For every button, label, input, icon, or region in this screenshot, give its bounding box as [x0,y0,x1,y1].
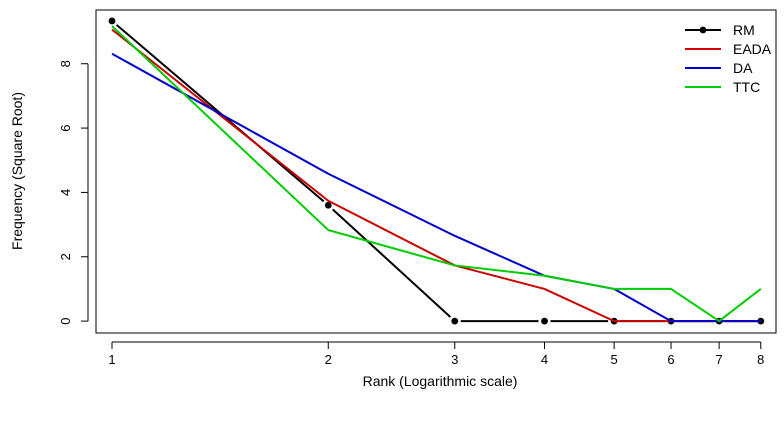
series-eada-line [111,28,761,323]
y-tick-label: 8 [58,60,73,67]
y-axis-title: Frequency (Square Root) [9,92,25,250]
x-tick-label: 2 [325,352,332,367]
series-rm-point [108,17,116,25]
series-rm-point [541,317,548,325]
legend-marker-rm [699,26,707,34]
legend-label-da: DA [733,60,753,76]
x-axis-title: Rank (Logarithmic scale) [363,373,518,389]
x-tick-label: 3 [451,352,458,367]
legend-label-ttc: TTC [733,79,760,95]
series-da-line [111,52,761,323]
series-rm-point [324,201,332,209]
series-rm [108,17,765,325]
legend-label-eada: EADA [733,41,772,57]
y-tick-label: 6 [58,124,73,131]
series-layer [108,17,765,325]
y-tick-label: 0 [58,317,73,324]
legend-label-rm: RM [733,22,755,38]
x-tick-label: 4 [541,352,548,367]
plot-frame [95,9,777,334]
series-da [111,52,761,323]
series-rm-point [451,317,459,325]
x-tick-label: 8 [757,352,764,367]
x-axis: 1 2 3 4 5 6 7 8 [108,341,764,367]
series-ttc [111,25,762,323]
series-eada [111,28,761,323]
y-axis: 0 2 4 6 8 [58,60,89,325]
x-tick-label: 5 [611,352,618,367]
y-tick-label: 2 [58,253,73,260]
y-tick-label: 4 [58,189,73,196]
series-rm-segment [332,208,452,318]
legend: RM EADA DA TTC [685,22,772,95]
x-tick-label: 1 [108,352,115,367]
x-tick-label: 7 [715,352,722,367]
series-ttc-line [111,25,762,323]
x-tick-label: 6 [667,352,674,367]
